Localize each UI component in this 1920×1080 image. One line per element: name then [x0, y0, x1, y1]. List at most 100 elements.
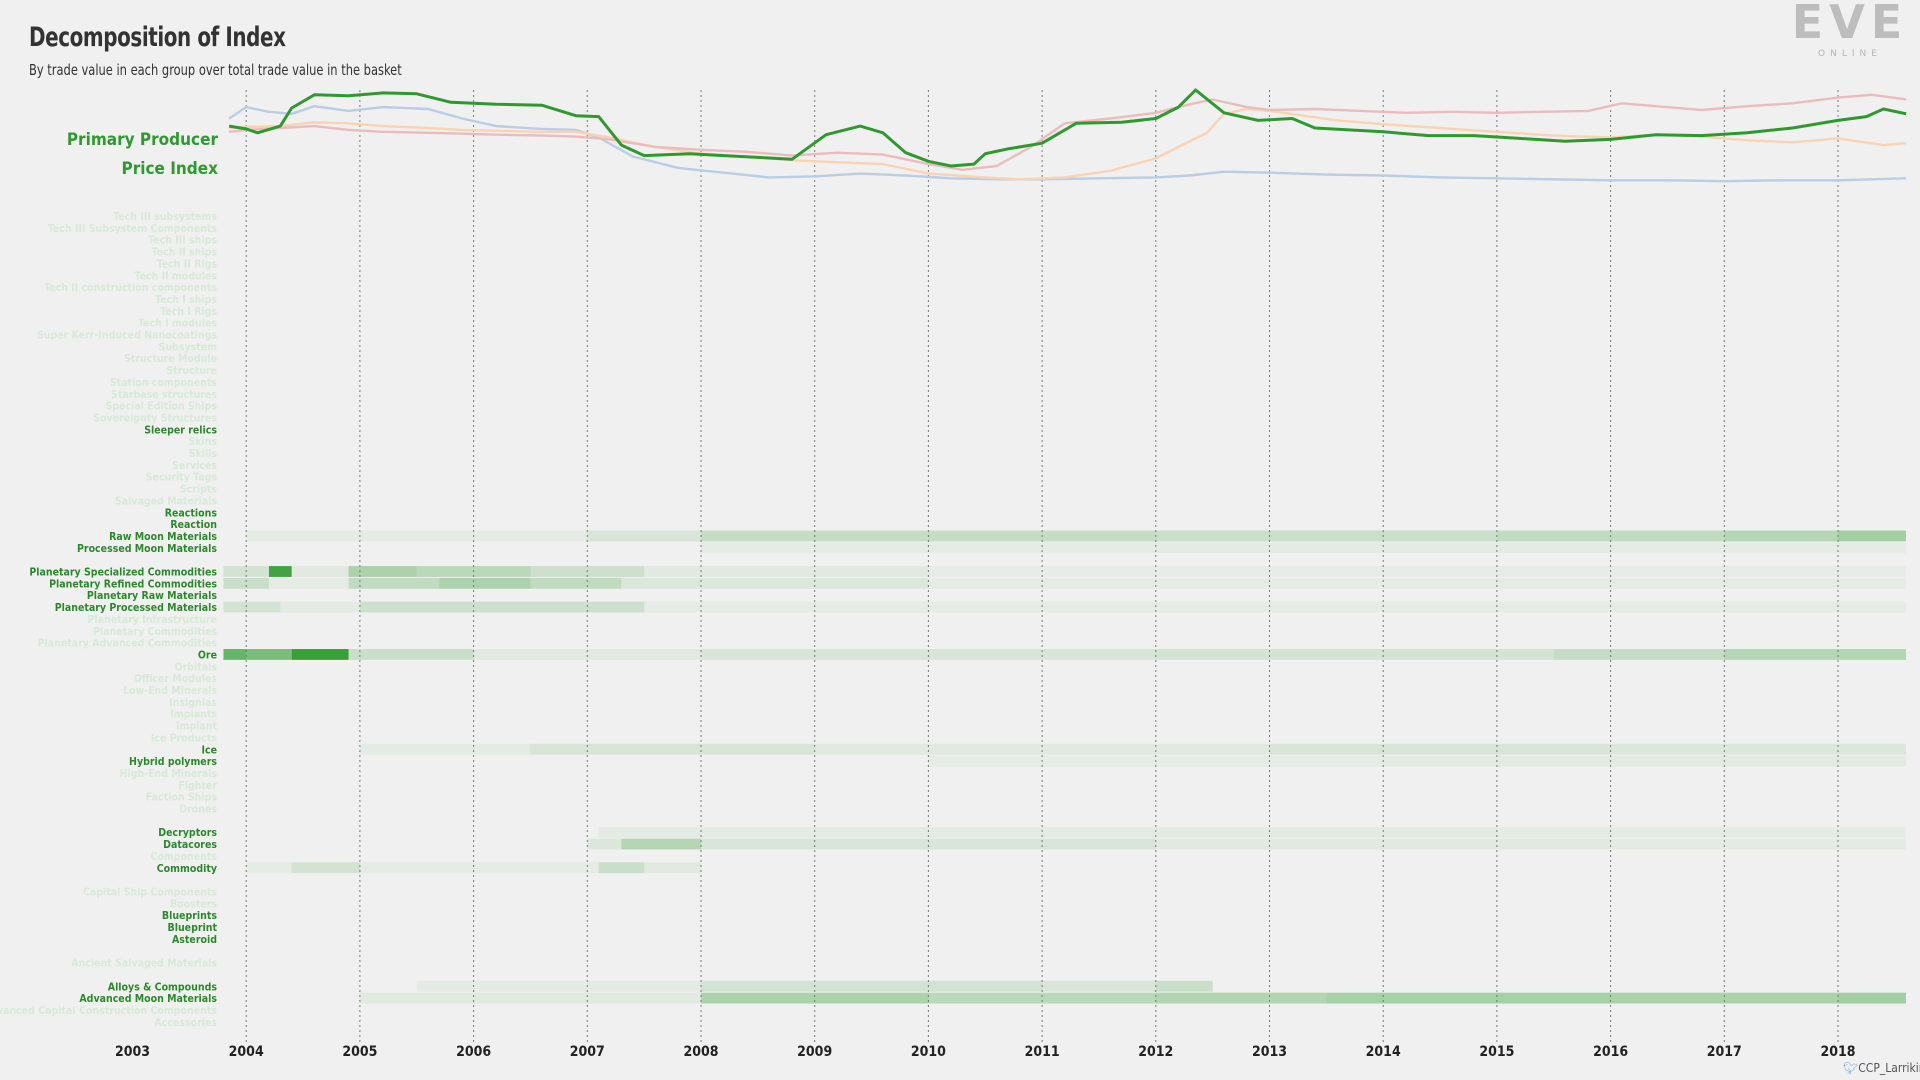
- heat-cell: [359, 743, 531, 755]
- heat-cell: [530, 577, 622, 589]
- heat-cell: [530, 743, 815, 755]
- year-gridlines: [245, 90, 1839, 1042]
- heat-cell: [1724, 530, 1838, 542]
- category-label: Station components: [110, 377, 218, 389]
- category-label: Accessories: [154, 1017, 217, 1029]
- year-label-2005: 2005: [342, 1044, 377, 1060]
- heat-cell: [359, 862, 599, 874]
- category-label: Advanced Capital Construction Components: [0, 1005, 217, 1017]
- heat-cell: [1155, 838, 1611, 850]
- category-label: Ore: [198, 649, 217, 661]
- heat-cell: [1838, 992, 1906, 1004]
- heat-cell: [291, 649, 349, 660]
- category-label: Fighter: [178, 780, 217, 792]
- category-label: Orbitals: [175, 661, 218, 673]
- heat-cell: [1838, 530, 1906, 542]
- heat-cell: [1383, 755, 1906, 767]
- twitter-bird-icon: 🐦︎: [1843, 1061, 1859, 1075]
- category-label: Sovereignty Structures: [93, 412, 217, 424]
- category-label: Officer Modules: [134, 673, 218, 685]
- heat-cell: [701, 838, 1156, 850]
- heat-cell: [928, 577, 1906, 589]
- category-label: Ice: [201, 744, 217, 756]
- heat-cell: [644, 601, 1906, 613]
- category-label: Hybrid polymers: [129, 756, 217, 768]
- category-label: Commodity: [157, 863, 217, 875]
- category-label: Tech II construction components: [44, 282, 217, 294]
- year-label-2003: 2003: [115, 1044, 150, 1060]
- category-label: Blueprint: [168, 922, 218, 934]
- year-axis-labels: 2003 2004 2005 2006 2007 2008 2009 2010 2011 2012…: [115, 1044, 1856, 1060]
- heat-cell: [1610, 542, 1906, 554]
- index-lines: [228, 88, 1907, 183]
- heat-cell: [644, 862, 701, 874]
- heat-cell: [598, 826, 1497, 838]
- year-label-2011: 2011: [1025, 1044, 1060, 1060]
- heat-cell: [1838, 649, 1906, 660]
- category-label: Tech II ships: [152, 247, 218, 259]
- category-label: Decryptors: [158, 827, 217, 839]
- heat-cell: [1610, 992, 1838, 1004]
- year-label-2014: 2014: [1366, 1044, 1401, 1060]
- year-label-2015: 2015: [1479, 1044, 1514, 1060]
- index-label-line1: Primary Producer: [67, 130, 219, 150]
- category-label: Tech I ships: [155, 294, 217, 306]
- heat-cell: [348, 566, 417, 577]
- category-label: Insignias: [169, 697, 217, 709]
- heat-cell: [1269, 743, 1611, 755]
- heat-cell: [928, 566, 1906, 577]
- category-label: Datacores: [163, 839, 217, 851]
- category-label: Drones: [179, 804, 217, 816]
- heat-cell: [587, 838, 622, 850]
- heat-cell: [348, 577, 440, 589]
- heat-cell: [223, 601, 281, 613]
- heat-cell: [1610, 743, 1906, 755]
- category-label: Structure Module: [124, 353, 217, 365]
- chart-subtitle: By trade value in each group over total …: [29, 61, 402, 79]
- eve-online-logo: EVE ONLINE: [1792, 0, 1902, 59]
- heat-cell: [621, 577, 929, 589]
- heat-cell: [246, 649, 292, 660]
- category-label: Super Kerr-Induced Nanocoatings: [37, 330, 217, 342]
- heat-cell: [359, 992, 701, 1004]
- year-label-2010: 2010: [911, 1044, 946, 1060]
- category-label: Reactions: [165, 507, 218, 519]
- category-label: Scripts: [180, 484, 218, 496]
- category-label: Blueprints: [162, 910, 217, 922]
- heat-cell: [1724, 649, 1838, 660]
- heat-cell: [291, 862, 360, 874]
- category-label: Sleeper relics: [144, 424, 217, 436]
- heat-cell: [439, 577, 531, 589]
- category-label: Skins: [188, 436, 217, 448]
- component-line: [228, 93, 1907, 171]
- heat-cell: [268, 577, 349, 589]
- year-label-2006: 2006: [456, 1044, 491, 1060]
- heat-cell: [1610, 838, 1906, 850]
- year-label-2018: 2018: [1820, 1044, 1855, 1060]
- category-label: High-End Minerals: [120, 768, 218, 780]
- heat-cell: [1155, 530, 1497, 542]
- heat-cell: [1155, 542, 1611, 554]
- heat-cell: [246, 862, 292, 874]
- category-label: Planetary Refined Commodities: [49, 578, 217, 590]
- heat-cell: [701, 530, 1156, 542]
- primary-index-line: [228, 88, 1907, 168]
- heat-cell: [1155, 992, 1327, 1004]
- component-line: [229, 107, 1907, 181]
- heat-cell: [359, 601, 645, 613]
- category-label: Services: [172, 460, 217, 472]
- category-label: Components: [150, 851, 217, 863]
- category-label: Planetary Infrastructure: [88, 614, 217, 626]
- year-label-2004: 2004: [229, 1044, 264, 1060]
- category-label: Advanced Moon Materials: [79, 993, 217, 1005]
- heat-cell: [473, 649, 701, 660]
- category-label: Planetary Processed Materials: [55, 602, 218, 614]
- heat-cell: [1326, 992, 1611, 1004]
- heat-cell: [928, 755, 1384, 767]
- heat-cell: [223, 566, 269, 577]
- category-label: Planetary Advanced Commodities: [38, 638, 218, 650]
- heat-cell: [587, 530, 701, 542]
- heat-cell: [1496, 826, 1906, 838]
- category-label: Structure: [166, 365, 217, 377]
